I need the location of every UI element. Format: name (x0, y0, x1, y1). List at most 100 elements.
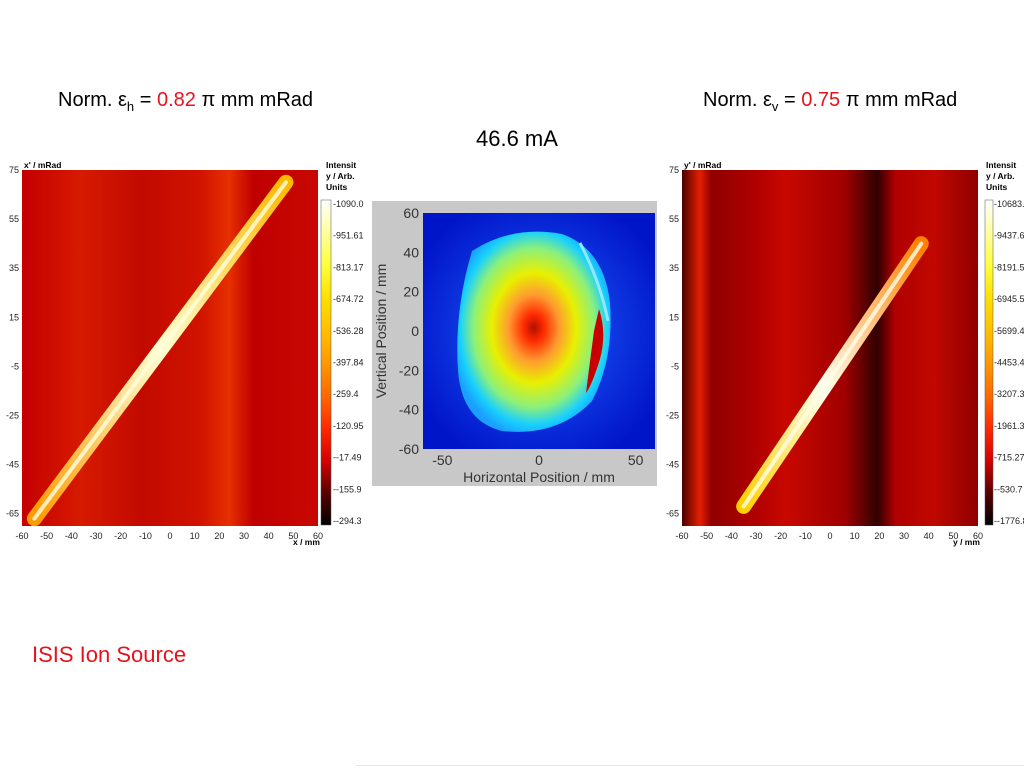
x-tick-label: -60 (675, 531, 688, 541)
y-tick-label: 55 (9, 214, 19, 224)
colorbar-label: -10683.5 (994, 199, 1024, 209)
x-tick-label: 20 (874, 531, 884, 541)
footer-label: ISIS Ion Source (32, 642, 187, 667)
horizontal-emittance-label: Norm. εh = 0.82 π mm mRad (58, 89, 314, 114)
beam-current-label: 46.6 mA (476, 126, 558, 151)
colorbar (984, 199, 994, 526)
x-tick-label: 0 (827, 531, 832, 541)
colorbar-title-2: y / Arb. (326, 171, 355, 181)
colorbar-label: --294.3 (333, 516, 362, 526)
y-tick-label: -25 (6, 411, 19, 421)
y-axis-title: x' / mRad (24, 160, 61, 170)
x-tick-label: -50 (700, 531, 713, 541)
colorbar-label: -813.17 (333, 262, 364, 272)
y-axis-title: Vertical Position / mm (373, 264, 389, 399)
colorbar-label: -259.4 (333, 389, 359, 399)
y-tick-label: -20 (399, 362, 419, 378)
y-tick-label: -65 (666, 509, 679, 519)
x-tick-label: -50 (432, 452, 452, 468)
x-tick-label: 50 (948, 531, 958, 541)
colorbar-title-3: Units (326, 182, 348, 192)
colorbar-label: -5699.4 (994, 326, 1024, 336)
x-tick-label: 50 (628, 452, 644, 468)
colorbar-title-1: Intensit (326, 160, 356, 170)
vertical-emittance-value: 0.75 (801, 89, 841, 111)
y-tick-label: -25 (666, 411, 679, 421)
x-tick-label: 40 (924, 531, 934, 541)
x-tick-label: 30 (239, 531, 249, 541)
beam-edge-hotspot (586, 309, 604, 393)
x-tick-label: -20 (774, 531, 787, 541)
x-axis-title: Horizontal Position / mm (463, 469, 615, 485)
y-tick-label: 75 (669, 165, 679, 175)
x-tick-label: 10 (850, 531, 860, 541)
x-tick-label: -40 (65, 531, 78, 541)
x-tick-label: 0 (535, 452, 543, 468)
x-tick-label: -30 (749, 531, 762, 541)
x-tick-label: 20 (214, 531, 224, 541)
y-tick-label: 0 (411, 323, 419, 339)
colorbar-label: -674.72 (333, 294, 364, 304)
x-tick-label: -40 (725, 531, 738, 541)
y-tick-label: -40 (399, 402, 419, 418)
colorbar-label: -715.27 (994, 453, 1024, 463)
y-tick-label: 35 (669, 263, 679, 273)
y-tick-label: 20 (403, 284, 419, 300)
colorbar (320, 199, 332, 526)
x-tick-label: -20 (114, 531, 127, 541)
x-tick-label: 60 (313, 531, 323, 541)
y-tick-label: -45 (6, 460, 19, 470)
colorbar-label: -3207.3 (994, 389, 1024, 399)
y-tick-label: -65 (6, 509, 19, 519)
x-tick-label: 40 (264, 531, 274, 541)
x-axis-title: y / mm (953, 537, 980, 547)
y-tick-label: 15 (669, 312, 679, 322)
colorbar-title-3: Units (986, 182, 1008, 192)
y-tick-label: 60 (403, 205, 419, 221)
x-tick-label: 30 (899, 531, 909, 541)
x-tick-label: -30 (89, 531, 102, 541)
x-tick-label: 60 (973, 531, 983, 541)
divider (356, 765, 1024, 766)
horizontal-emittance-plot: x' / mRad 75 55 35 15 -5 -25 -45 -65 -60 -50 -40 -… (6, 160, 364, 547)
x-tick-label: 50 (288, 531, 298, 541)
colorbar-title-2: y / Arb. (986, 171, 1015, 181)
y-tick-label: 40 (403, 244, 419, 260)
y-tick-label: 55 (669, 214, 679, 224)
x-tick-label: -50 (40, 531, 53, 541)
vertical-emittance-plot: y' / mRad 75 55 35 15 -5 -25 -45 -65 -60 -50 -40 -… (666, 160, 1024, 547)
plot-area (682, 170, 978, 526)
beam-spot (457, 231, 611, 432)
colorbar-label: -9437.6 (994, 231, 1024, 241)
y-tick-label: -5 (671, 361, 679, 371)
x-axis-title: x / mm (293, 537, 320, 547)
beam-edge-streak (578, 242, 610, 322)
colorbar-label: --17.49 (333, 453, 362, 463)
colorbar-label: -951.61 (333, 231, 364, 241)
horizontal-emittance-value: 0.82 (156, 89, 196, 111)
y-tick-label: 75 (9, 165, 19, 175)
colorbar-label: -1961.3 (994, 421, 1024, 431)
colorbar-label: -397.84 (333, 358, 364, 368)
x-tick-label: -10 (799, 531, 812, 541)
colorbar-label: --1776.8 (994, 516, 1024, 526)
x-tick-label: 10 (190, 531, 200, 541)
x-tick-label: 0 (167, 531, 172, 541)
colorbar-title-1: Intensit (986, 160, 1016, 170)
y-tick-label: -5 (11, 361, 19, 371)
colorbar-label: --155.9 (333, 484, 362, 494)
y-tick-label: 15 (9, 312, 19, 322)
y-tick-label: 35 (9, 263, 19, 273)
vertical-emittance-label: Norm. εv = 0.75 π mm mRad (703, 89, 958, 114)
colorbar-label: -120.95 (333, 421, 364, 431)
y-tick-label: -60 (399, 441, 419, 457)
beam-core (32, 180, 288, 521)
colorbar-label: -8191.5 (994, 262, 1024, 272)
beam-core (741, 241, 924, 509)
colorbar-label: -536.28 (333, 326, 364, 336)
colorbar-label: --530.7 (994, 484, 1023, 494)
x-tick-label: -60 (15, 531, 28, 541)
x-tick-label: -10 (139, 531, 152, 541)
colorbar-label: -1090.0 (333, 199, 364, 209)
colorbar-label: -6945.5 (994, 294, 1024, 304)
